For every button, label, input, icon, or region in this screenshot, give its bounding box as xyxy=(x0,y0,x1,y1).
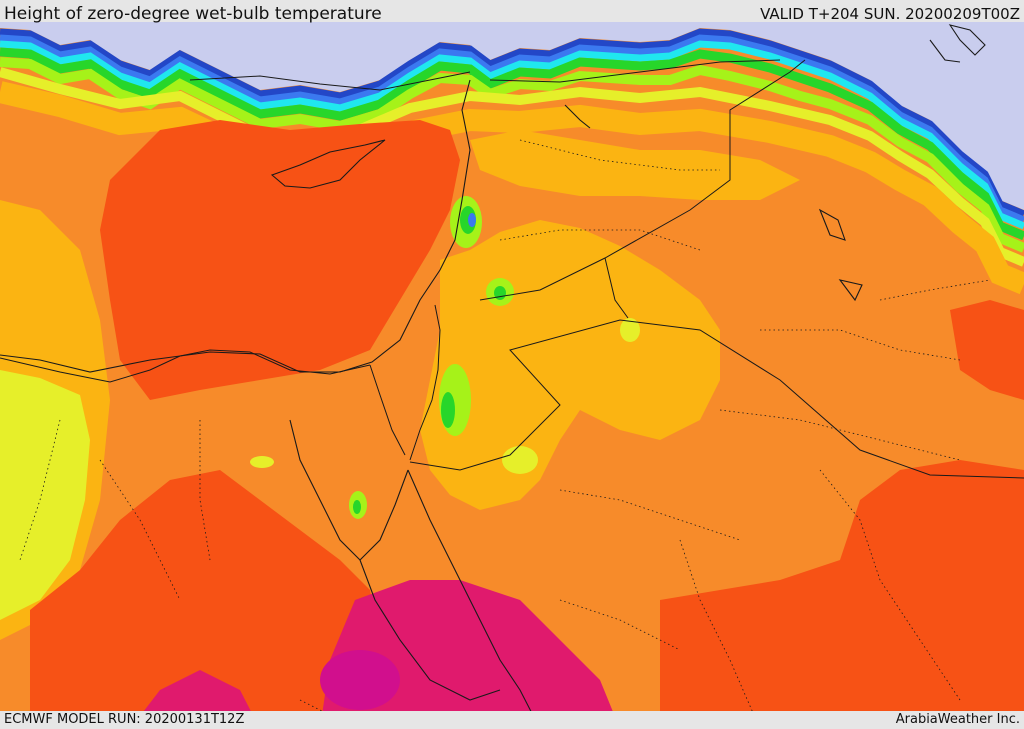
valid-time: VALID T+204 SUN. 20200209T00Z xyxy=(760,5,1020,23)
deep-magenta-patch xyxy=(320,650,400,710)
green-band xyxy=(0,47,1024,241)
cold-zone-top xyxy=(0,0,1024,210)
coastlines xyxy=(0,24,986,729)
top-bar xyxy=(0,0,1024,22)
green-patch-sinai xyxy=(353,500,361,514)
red-orange-south-west xyxy=(30,470,380,729)
green-patch-jordan-2 xyxy=(494,286,506,300)
green-patch-jordan-1 xyxy=(441,392,455,428)
yellow-patch-2 xyxy=(620,318,640,342)
map-title: Height of zero-degree wet-bulb temperatu… xyxy=(4,4,382,24)
model-run: ECMWF MODEL RUN: 20200131T12Z xyxy=(4,712,245,727)
yellow-band xyxy=(0,67,1024,267)
bottom-bar xyxy=(0,711,1024,729)
red-orange-med xyxy=(100,120,460,400)
cyan-band xyxy=(0,40,1024,230)
yellow-patch-1 xyxy=(502,446,538,474)
yellow-west xyxy=(0,370,90,620)
yellow-patch-sinai xyxy=(250,456,274,468)
amber-region-north xyxy=(470,130,800,200)
red-orange-south-east xyxy=(660,460,1024,729)
navy-band xyxy=(0,28,1024,218)
red-orange-ne xyxy=(950,300,1024,400)
credit-label: ArabiaWeather Inc. xyxy=(895,712,1020,727)
blue-band xyxy=(0,34,1024,224)
blue-core-lebanon xyxy=(468,213,476,227)
